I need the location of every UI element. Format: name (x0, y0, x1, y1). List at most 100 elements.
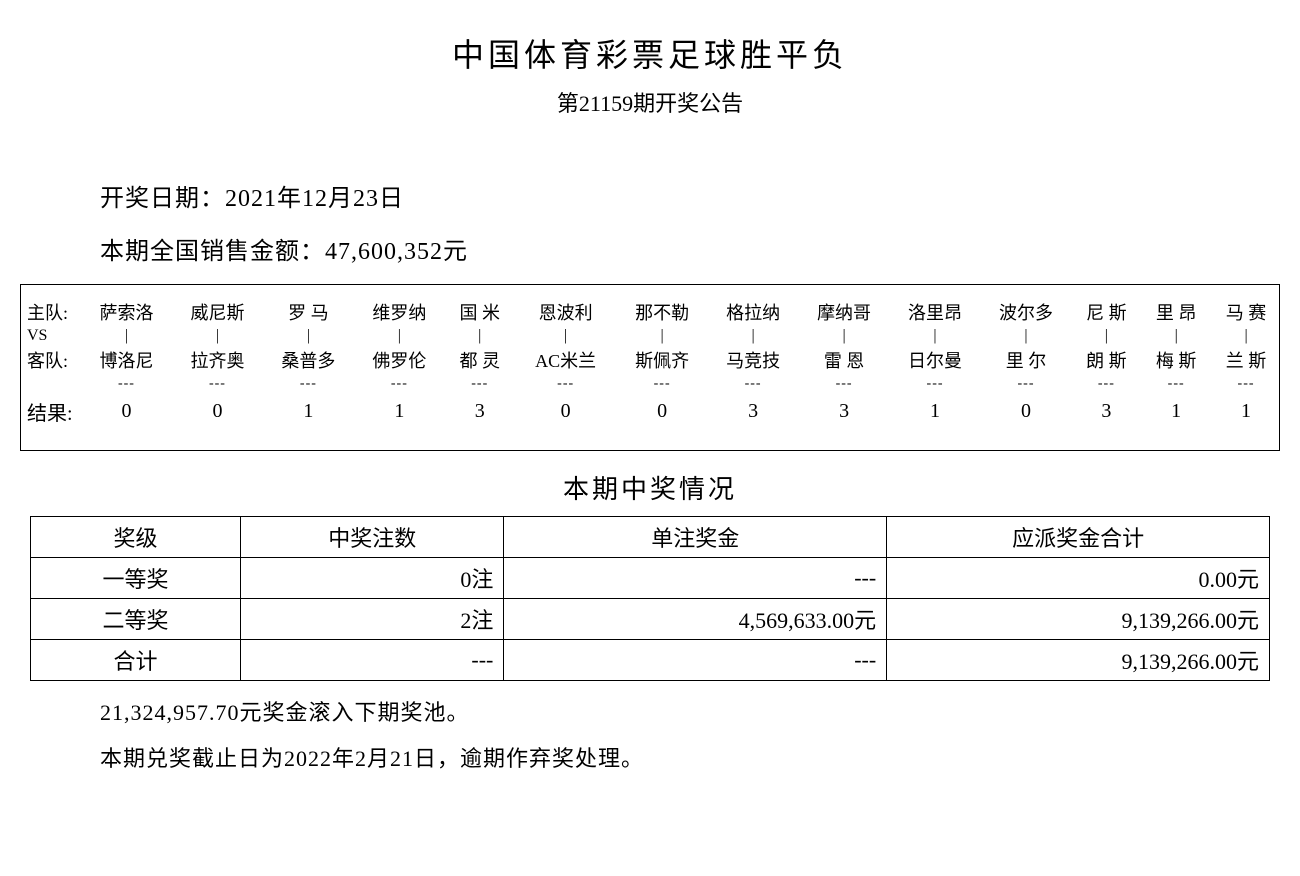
dash: --- (981, 377, 1072, 391)
result-value: 3 (1071, 391, 1141, 430)
prize-per: --- (504, 558, 887, 599)
home-team: 摩纳哥 (799, 295, 890, 329)
prize-header-row: 奖级 中奖注数 单注奖金 应派奖金合计 (31, 517, 1270, 558)
prize-section-title: 本期中奖情况 (20, 469, 1280, 506)
result-value: 1 (354, 391, 445, 430)
col-per: 单注奖金 (504, 517, 887, 558)
vs-pipe: | (354, 329, 445, 343)
away-team: 马竞技 (708, 343, 799, 377)
sales-label: 本期全国销售金额： (100, 239, 325, 265)
dash-row: --- --- --- --- --- --- --- --- --- --- … (21, 377, 1281, 391)
vs-pipe: | (172, 329, 263, 343)
away-team: 梅 斯 (1141, 343, 1211, 377)
col-level: 奖级 (31, 517, 241, 558)
col-total: 应派奖金合计 (887, 517, 1270, 558)
away-team: 日尔曼 (890, 343, 981, 377)
away-team: 兰 斯 (1211, 343, 1281, 377)
home-row: 主队: 萨索洛 威尼斯 罗 马 维罗纳 国 米 恩波利 那不勒 格拉纳 摩纳哥 … (21, 295, 1281, 329)
dash: --- (81, 377, 172, 391)
dash: --- (617, 377, 708, 391)
result-label: 结果: (21, 391, 81, 430)
prize-total: 0.00元 (887, 558, 1270, 599)
away-row: 客队: 博洛尼 拉齐奥 桑普多 佛罗伦 都 灵 AC米兰 斯佩齐 马竞技 雷 恩… (21, 343, 1281, 377)
home-team: 尼 斯 (1071, 295, 1141, 329)
rollover-line: 21,324,957.70元奖金滚入下期奖池。 (100, 695, 1280, 727)
away-team: 桑普多 (263, 343, 354, 377)
dash: --- (263, 377, 354, 391)
issue-subtitle: 第21159期开奖公告 (20, 86, 1280, 118)
result-value: 1 (890, 391, 981, 430)
prize-row: 一等奖 0注 --- 0.00元 (31, 558, 1270, 599)
home-team: 威尼斯 (172, 295, 263, 329)
result-row: 结果: 0 0 1 1 3 0 0 3 3 1 0 3 1 1 (21, 391, 1281, 430)
away-team: 里 尔 (981, 343, 1072, 377)
result-value: 0 (617, 391, 708, 430)
sales-value: 47,600,352元 (325, 239, 468, 265)
result-value: 0 (81, 391, 172, 430)
result-value: 1 (263, 391, 354, 430)
dash: --- (1071, 377, 1141, 391)
home-team: 国 米 (445, 295, 515, 329)
match-results-box: 主队: 萨索洛 威尼斯 罗 马 维罗纳 国 米 恩波利 那不勒 格拉纳 摩纳哥 … (20, 284, 1280, 451)
vs-pipe: | (515, 329, 617, 343)
result-value: 3 (799, 391, 890, 430)
prize-row: 二等奖 2注 4,569,633.00元 9,139,266.00元 (31, 599, 1270, 640)
dash: --- (799, 377, 890, 391)
draw-date-value: 2021年12月23日 (225, 186, 404, 212)
home-label: 主队: (21, 295, 81, 329)
home-team: 波尔多 (981, 295, 1072, 329)
result-value: 3 (708, 391, 799, 430)
prize-total: 9,139,266.00元 (887, 599, 1270, 640)
home-team: 维罗纳 (354, 295, 445, 329)
draw-date-line: 开奖日期：2021年12月23日 (100, 178, 1280, 213)
prize-level: 一等奖 (31, 558, 241, 599)
dash: --- (708, 377, 799, 391)
deadline-line: 本期兑奖截止日为2022年2月21日，逾期作弃奖处理。 (100, 741, 1280, 773)
home-team: 洛里昂 (890, 295, 981, 329)
home-team: 罗 马 (263, 295, 354, 329)
vs-pipe: | (1071, 329, 1141, 343)
dash: --- (1141, 377, 1211, 391)
prize-total: 9,139,266.00元 (887, 640, 1270, 681)
dash: --- (515, 377, 617, 391)
result-value: 0 (172, 391, 263, 430)
home-team: 恩波利 (515, 295, 617, 329)
dash: --- (445, 377, 515, 391)
away-team: 雷 恩 (799, 343, 890, 377)
vs-pipe: | (981, 329, 1072, 343)
vs-pipe: | (1211, 329, 1281, 343)
dash-blank (21, 377, 81, 391)
prize-level: 合计 (31, 640, 241, 681)
away-team: 博洛尼 (81, 343, 172, 377)
vs-pipe: | (81, 329, 172, 343)
vs-pipe: | (617, 329, 708, 343)
away-team: AC米兰 (515, 343, 617, 377)
vs-pipe: | (890, 329, 981, 343)
vs-pipe: | (445, 329, 515, 343)
away-label: 客队: (21, 343, 81, 377)
prize-count: --- (241, 640, 504, 681)
result-value: 0 (981, 391, 1072, 430)
dash: --- (354, 377, 445, 391)
away-team: 拉齐奥 (172, 343, 263, 377)
col-count: 中奖注数 (241, 517, 504, 558)
prize-level: 二等奖 (31, 599, 241, 640)
home-team: 马 赛 (1211, 295, 1281, 329)
prize-row: 合计 --- --- 9,139,266.00元 (31, 640, 1270, 681)
away-team: 都 灵 (445, 343, 515, 377)
vs-pipe: | (263, 329, 354, 343)
dash: --- (1211, 377, 1281, 391)
prize-per: --- (504, 640, 887, 681)
away-team: 佛罗伦 (354, 343, 445, 377)
home-team: 萨索洛 (81, 295, 172, 329)
home-team: 里 昂 (1141, 295, 1211, 329)
prize-per: 4,569,633.00元 (504, 599, 887, 640)
home-team: 那不勒 (617, 295, 708, 329)
sales-line: 本期全国销售金额：47,600,352元 (100, 231, 1280, 266)
dash: --- (172, 377, 263, 391)
result-value: 1 (1141, 391, 1211, 430)
result-value: 3 (445, 391, 515, 430)
result-value: 0 (515, 391, 617, 430)
vs-pipe: | (708, 329, 799, 343)
vs-row: VS | | | | | | | | | | | | | | (21, 329, 1281, 343)
